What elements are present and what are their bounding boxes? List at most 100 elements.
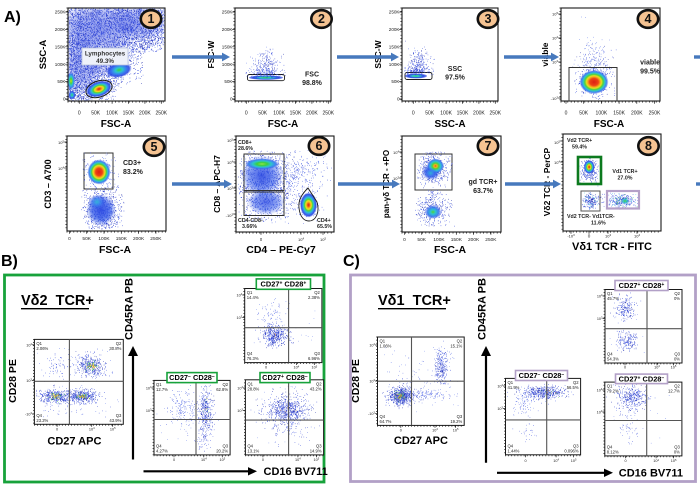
svg-text:CD27+ CD28−: CD27+ CD28− — [619, 374, 665, 383]
svg-text:-103: -103 — [551, 96, 559, 101]
svg-text:14.9%: 14.9% — [310, 448, 322, 453]
svg-text:0: 0 — [525, 459, 527, 463]
svg-text:105: 105 — [311, 364, 317, 369]
svg-text:50K: 50K — [224, 79, 233, 84]
svg-text:200K: 200K — [389, 27, 401, 32]
svg-text:50K: 50K — [82, 236, 91, 242]
svg-text:4: 4 — [645, 12, 652, 26]
svg-text:150K: 150K — [123, 111, 135, 117]
svg-text:FSC-A: FSC-A — [434, 244, 466, 256]
svg-text:CD27+ CD28+: CD27+ CD28+ — [261, 280, 307, 289]
svg-text:FSC-W: FSC-W — [206, 40, 216, 69]
svg-text:0: 0 — [265, 366, 267, 370]
svg-text:104: 104 — [298, 237, 304, 242]
svg-text:Q1: Q1 — [607, 291, 613, 296]
svg-text:104: 104 — [653, 458, 659, 463]
svg-text:FSC-A: FSC-A — [594, 119, 625, 130]
svg-text:Vδ2 TCR - PerCP: Vδ2 TCR - PerCP — [542, 147, 552, 216]
svg-text:27.0%: 27.0% — [617, 176, 632, 182]
svg-text:250K: 250K — [222, 10, 234, 15]
svg-text:50K: 50K — [425, 111, 435, 117]
svg-text:103: 103 — [497, 406, 503, 411]
svg-text:3: 3 — [485, 12, 492, 26]
svg-text:SSC-A: SSC-A — [434, 119, 465, 130]
svg-text:CD45RA PB: CD45RA PB — [124, 278, 136, 340]
svg-text:104: 104 — [597, 387, 603, 392]
svg-text:103: 103 — [237, 408, 243, 413]
svg-text:0: 0 — [262, 458, 264, 462]
svg-text:6: 6 — [316, 139, 323, 153]
svg-text:103: 103 — [597, 316, 603, 321]
svg-text:gd TCR+: gd TCR+ — [469, 179, 498, 186]
svg-text:Q4: Q4 — [380, 414, 386, 419]
svg-text:45.7%: 45.7% — [607, 296, 619, 301]
svg-text:Q2: Q2 — [674, 384, 680, 389]
svg-text:41.9%: 41.9% — [508, 385, 520, 390]
svg-text:100K: 100K — [55, 62, 67, 67]
svg-text:13.1%: 13.1% — [247, 448, 259, 453]
svg-text:105: 105 — [314, 456, 320, 461]
svg-text:B): B) — [1, 253, 18, 270]
svg-text:200K: 200K — [139, 111, 151, 117]
svg-text:SSC-W: SSC-W — [373, 39, 383, 68]
svg-text:11.6%: 11.6% — [591, 221, 606, 227]
svg-text:CD4-CD8-: CD4-CD8- — [238, 218, 263, 224]
svg-text:104: 104 — [634, 233, 640, 238]
svg-text:250K: 250K — [322, 111, 334, 117]
svg-text:-103: -103 — [25, 411, 33, 416]
svg-text:104: 104 — [26, 342, 32, 347]
svg-text:Q1: Q1 — [247, 290, 253, 295]
svg-text:104: 104 — [294, 364, 300, 369]
svg-text:Q1: Q1 — [380, 339, 386, 344]
svg-text:CD27− CD28−: CD27− CD28− — [169, 373, 215, 382]
svg-text:200K: 200K — [222, 27, 234, 32]
svg-text:105: 105 — [571, 457, 577, 462]
svg-text:Vd1 TCR+: Vd1 TCR+ — [612, 169, 637, 175]
svg-text:Q4: Q4 — [156, 443, 162, 448]
svg-text:20.2%: 20.2% — [216, 448, 228, 453]
svg-text:30.8%: 30.8% — [109, 346, 121, 351]
svg-text:19.2%: 19.2% — [450, 419, 462, 424]
svg-text:100K: 100K — [440, 111, 452, 117]
svg-text:CD27+ CD28+: CD27+ CD28+ — [619, 281, 665, 290]
svg-text:FSC: FSC — [305, 72, 319, 79]
svg-text:FSC-A: FSC-A — [99, 244, 131, 256]
svg-text:Q4: Q4 — [36, 413, 42, 418]
svg-text:FSC-A: FSC-A — [268, 119, 299, 130]
svg-text:50K: 50K — [57, 79, 66, 84]
svg-text:Q4: Q4 — [607, 444, 613, 449]
svg-text:1: 1 — [148, 12, 155, 26]
svg-text:103: 103 — [227, 186, 233, 191]
svg-text:105: 105 — [552, 11, 558, 16]
svg-text:Q2: Q2 — [314, 290, 320, 295]
svg-text:104: 104 — [227, 160, 233, 165]
svg-text:CD27− CD28−: CD27− CD28− — [519, 371, 565, 380]
svg-text:CD27 APC: CD27 APC — [47, 436, 101, 448]
svg-text:104: 104 — [553, 457, 559, 462]
svg-text:23.2%: 23.2% — [36, 418, 48, 423]
svg-text:0: 0 — [565, 111, 568, 117]
svg-text:6.96%: 6.96% — [308, 356, 320, 361]
svg-text:A): A) — [4, 9, 21, 26]
svg-text:105: 105 — [110, 426, 116, 431]
svg-text:7: 7 — [485, 139, 492, 153]
svg-text:Q3: Q3 — [316, 443, 322, 448]
svg-text:Q1: Q1 — [156, 382, 162, 387]
svg-text:250K: 250K — [155, 111, 167, 117]
svg-text:104: 104 — [237, 292, 243, 297]
svg-text:Q4: Q4 — [607, 352, 613, 357]
svg-text:SSC-A: SSC-A — [38, 40, 49, 70]
svg-text:CD16 BV711: CD16 BV711 — [264, 466, 328, 478]
svg-text:50K: 50K — [391, 79, 400, 84]
svg-text:105: 105 — [554, 140, 560, 145]
svg-text:200K: 200K — [306, 111, 318, 117]
svg-text:Vd2 TCR+: Vd2 TCR+ — [567, 138, 592, 144]
svg-text:250K: 250K — [150, 236, 162, 242]
svg-text:0: 0 — [230, 97, 233, 102]
svg-text:-103: -103 — [567, 233, 575, 238]
svg-text:Q2: Q2 — [223, 382, 229, 387]
svg-text:103: 103 — [393, 176, 399, 181]
svg-text:103: 103 — [26, 378, 32, 383]
svg-text:CD27 APC: CD27 APC — [394, 435, 448, 447]
svg-text:150K: 150K — [55, 44, 67, 49]
